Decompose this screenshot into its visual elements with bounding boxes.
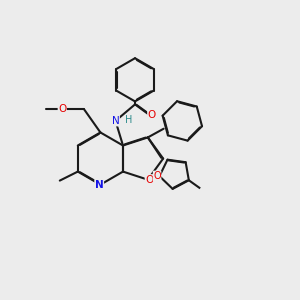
Text: O: O — [58, 104, 66, 114]
Text: O: O — [153, 171, 161, 181]
Text: N: N — [112, 116, 119, 126]
Text: O: O — [145, 175, 153, 185]
Text: O: O — [148, 110, 156, 120]
Text: H: H — [125, 115, 133, 125]
Text: N: N — [95, 180, 103, 190]
